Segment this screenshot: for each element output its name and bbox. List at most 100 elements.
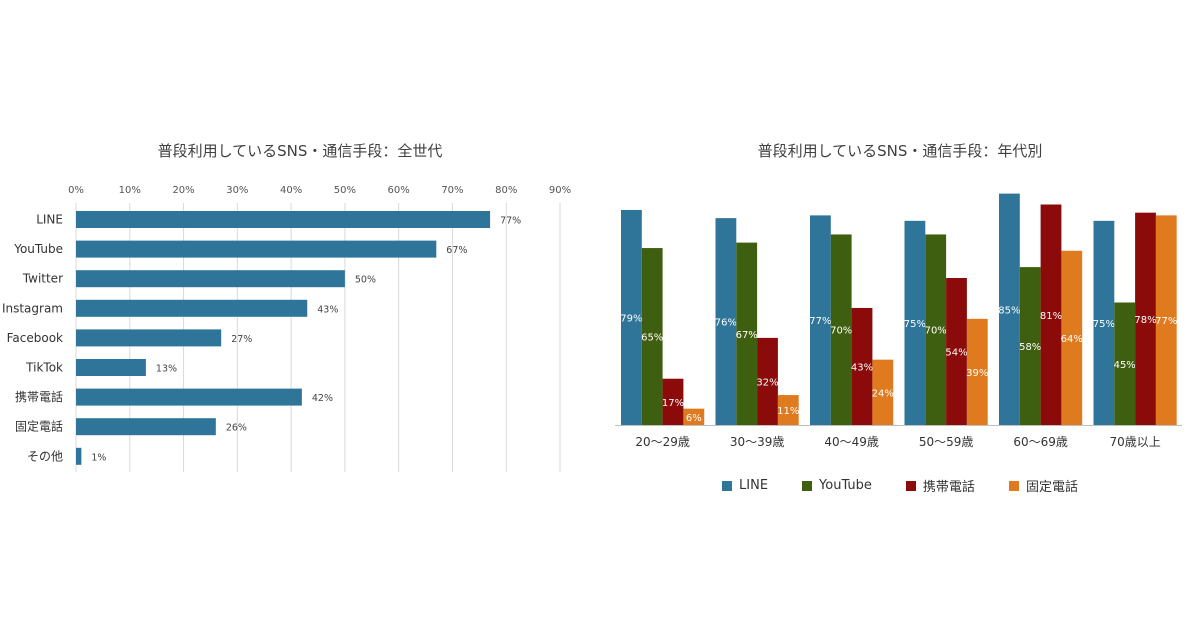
chart-title: 普段利用しているSNS・通信手段：年代別 <box>757 142 1043 160</box>
bar <box>641 248 663 425</box>
data-label: 6% <box>686 413 702 424</box>
data-label: 64% <box>1061 334 1083 345</box>
bar <box>76 359 146 376</box>
legend-item: LINE <box>722 476 768 495</box>
bar <box>946 278 967 425</box>
bar <box>621 209 642 425</box>
bar <box>777 395 799 425</box>
tick-label: 90% <box>549 185 571 196</box>
tick-label: 30% <box>226 185 248 196</box>
tick-label: 50% <box>334 185 356 196</box>
legend-item: 固定電話 <box>1008 476 1078 495</box>
category-label: 40～49歳 <box>824 435 879 449</box>
legend-item: YouTube <box>802 476 872 495</box>
bar <box>76 211 491 228</box>
data-label: 43% <box>317 304 338 315</box>
legend-swatch <box>802 480 813 491</box>
category-label: LINE <box>36 213 63 227</box>
bar <box>76 270 345 288</box>
bar <box>1155 215 1177 425</box>
bar <box>1135 212 1156 425</box>
bar <box>76 447 82 465</box>
bar <box>736 242 758 425</box>
data-label: 32% <box>756 377 778 388</box>
data-label: 67% <box>446 245 467 256</box>
data-label: 39% <box>966 368 988 379</box>
legend-item: 携帯電話 <box>905 476 975 495</box>
data-label: 77% <box>1155 316 1177 327</box>
bar <box>1114 302 1136 425</box>
legend-label: YouTube <box>819 478 872 493</box>
chart-by-age: 普段利用しているSNS・通信手段：年代別 79% 65% 17% 6% 20～29歳 76… <box>600 0 1200 630</box>
category-label: その他 <box>27 449 63 463</box>
tick-label: 60% <box>388 185 410 196</box>
data-label: 78% <box>1134 315 1156 326</box>
bar <box>76 240 437 258</box>
data-label: 27% <box>231 334 252 345</box>
bar <box>810 215 831 425</box>
legend-swatch <box>722 480 733 491</box>
tick-label: 40% <box>280 185 302 196</box>
category-label: 30～39歳 <box>730 435 785 449</box>
bar <box>830 234 852 425</box>
legend-swatch <box>905 480 916 491</box>
data-label: 24% <box>872 388 894 399</box>
bar <box>925 234 947 425</box>
data-label: 50% <box>355 275 376 286</box>
category-label: Instagram <box>2 301 63 315</box>
bar <box>1040 204 1062 425</box>
data-label: 43% <box>851 362 873 373</box>
data-label: 85% <box>998 305 1020 316</box>
data-label: 75% <box>1093 319 1115 330</box>
bar <box>76 329 222 347</box>
bar-chart-grouped: 79%65%17%6%20～29歳76%67%32%11%30～39歳77%70… <box>615 193 1182 449</box>
data-label: 11% <box>777 406 799 417</box>
data-label: 76% <box>715 318 737 329</box>
data-label: 1% <box>91 452 106 463</box>
data-label: 70% <box>830 326 852 337</box>
legend-label: 固定電話 <box>1025 480 1078 495</box>
data-label: 81% <box>1040 311 1062 322</box>
category-label: 固定電話 <box>15 419 63 434</box>
bar <box>76 299 308 317</box>
category-label: 携帯電話 <box>15 389 63 404</box>
tick-label: 0% <box>68 185 84 196</box>
legend: LINE YouTube 携帯電話 固定電話 <box>600 476 1200 495</box>
bar <box>1093 220 1115 425</box>
category-label: 70歳以上 <box>1109 435 1160 449</box>
data-label: 17% <box>662 398 684 409</box>
data-label: 45% <box>1114 360 1136 371</box>
data-label: 58% <box>1019 342 1041 353</box>
bar <box>662 378 684 425</box>
data-label: 42% <box>312 393 333 404</box>
bar <box>851 307 873 425</box>
bar-chart-horizontal: 0% 10% 20% 30% 40% 50% 60% 70% 80% 90% LINE 77% YouT… <box>2 185 571 472</box>
category-label: 20～29歳 <box>635 435 690 449</box>
data-label: 75% <box>904 319 926 330</box>
chart-all-generations: 普段利用しているSNS・通信手段：全世代 0% 10% 20% 30% 40% 50% 60… <box>2 142 571 472</box>
data-label: 67% <box>736 330 758 341</box>
data-label: 79% <box>620 313 642 324</box>
bar <box>1019 267 1041 425</box>
legend-swatch <box>1008 480 1019 491</box>
bar <box>999 193 1020 425</box>
data-label: 77% <box>809 316 831 327</box>
tick-label: 20% <box>172 185 194 196</box>
data-label: 26% <box>226 423 247 434</box>
bar <box>76 418 216 436</box>
bar <box>683 408 705 425</box>
bar <box>966 318 988 425</box>
chart-title: 普段利用しているSNS・通信手段：全世代 <box>157 142 443 160</box>
bar <box>872 359 894 425</box>
bar <box>76 388 302 406</box>
bar <box>715 218 737 425</box>
category-label: 50～59歳 <box>919 435 974 449</box>
category-label: 60～69歳 <box>1013 435 1068 449</box>
category-label: TikTok <box>25 361 63 375</box>
data-label: 54% <box>945 348 967 359</box>
tick-label: 70% <box>441 185 463 196</box>
data-label: 77% <box>500 216 521 227</box>
category-label: Facebook <box>7 331 63 345</box>
category-label: YouTube <box>13 242 63 256</box>
data-label: 13% <box>156 364 177 375</box>
